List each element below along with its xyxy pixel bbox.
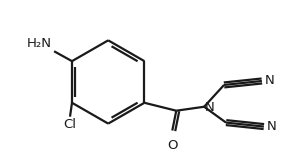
Text: H₂N: H₂N (27, 37, 52, 50)
Text: N: N (265, 74, 275, 87)
Text: O: O (167, 139, 177, 152)
Text: Cl: Cl (63, 118, 76, 131)
Text: N: N (267, 120, 277, 133)
Text: N: N (205, 101, 215, 114)
